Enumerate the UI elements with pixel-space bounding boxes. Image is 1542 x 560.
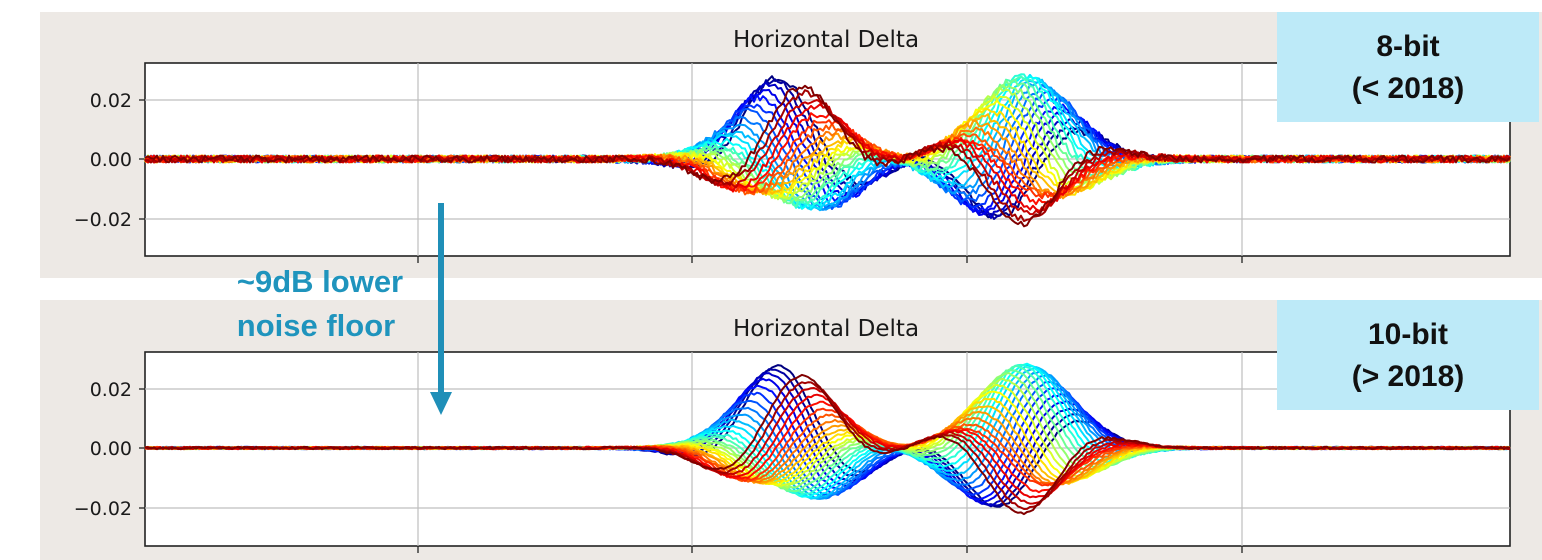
x-ticks: [417, 256, 1243, 263]
y-tick-label: −0.02: [74, 498, 132, 520]
badge-box: [1277, 12, 1539, 122]
y-tick-label: 0.02: [90, 90, 132, 112]
badge-box: [1277, 300, 1539, 410]
chart-title: Horizontal Delta: [733, 316, 919, 342]
annotation-line: ~9dB lower: [237, 264, 403, 299]
noise-floor-annotation: ~9dB lower noise floor: [237, 203, 452, 415]
badge-line: 10-bit: [1368, 318, 1448, 351]
y-tick-label: 0.00: [90, 149, 132, 171]
x-ticks: [417, 546, 1243, 553]
bit-depth-badge: 10-bit (> 2018): [1277, 300, 1539, 410]
badge-line: (< 2018): [1352, 72, 1465, 105]
bit-depth-badge: 8-bit (< 2018): [1277, 12, 1539, 122]
series-line: [144, 112, 1511, 206]
y-tick-label: 0.02: [90, 379, 132, 401]
badge-line: (> 2018): [1352, 360, 1465, 393]
y-ticks: 0.02 0.00 −0.02: [74, 90, 145, 231]
series-group: [144, 362, 1511, 516]
arrow-head-icon: [430, 392, 452, 415]
annotation-line: noise floor: [237, 308, 395, 343]
series-line: [144, 84, 1511, 228]
panel-10bit: Horizontal Delta 0.02 0.00 −0.02: [40, 300, 1542, 560]
panel-8bit: Horizontal Delta 0.02 0.00 −0.02: [40, 12, 1542, 278]
badge-line: 8-bit: [1376, 30, 1439, 63]
series-group: [144, 73, 1511, 228]
series-line: [144, 373, 1511, 516]
chart-title: Horizontal Delta: [733, 27, 919, 53]
y-ticks: 0.02 0.00 −0.02: [74, 379, 145, 520]
y-tick-label: 0.00: [90, 438, 132, 460]
y-tick-label: −0.02: [74, 209, 132, 231]
